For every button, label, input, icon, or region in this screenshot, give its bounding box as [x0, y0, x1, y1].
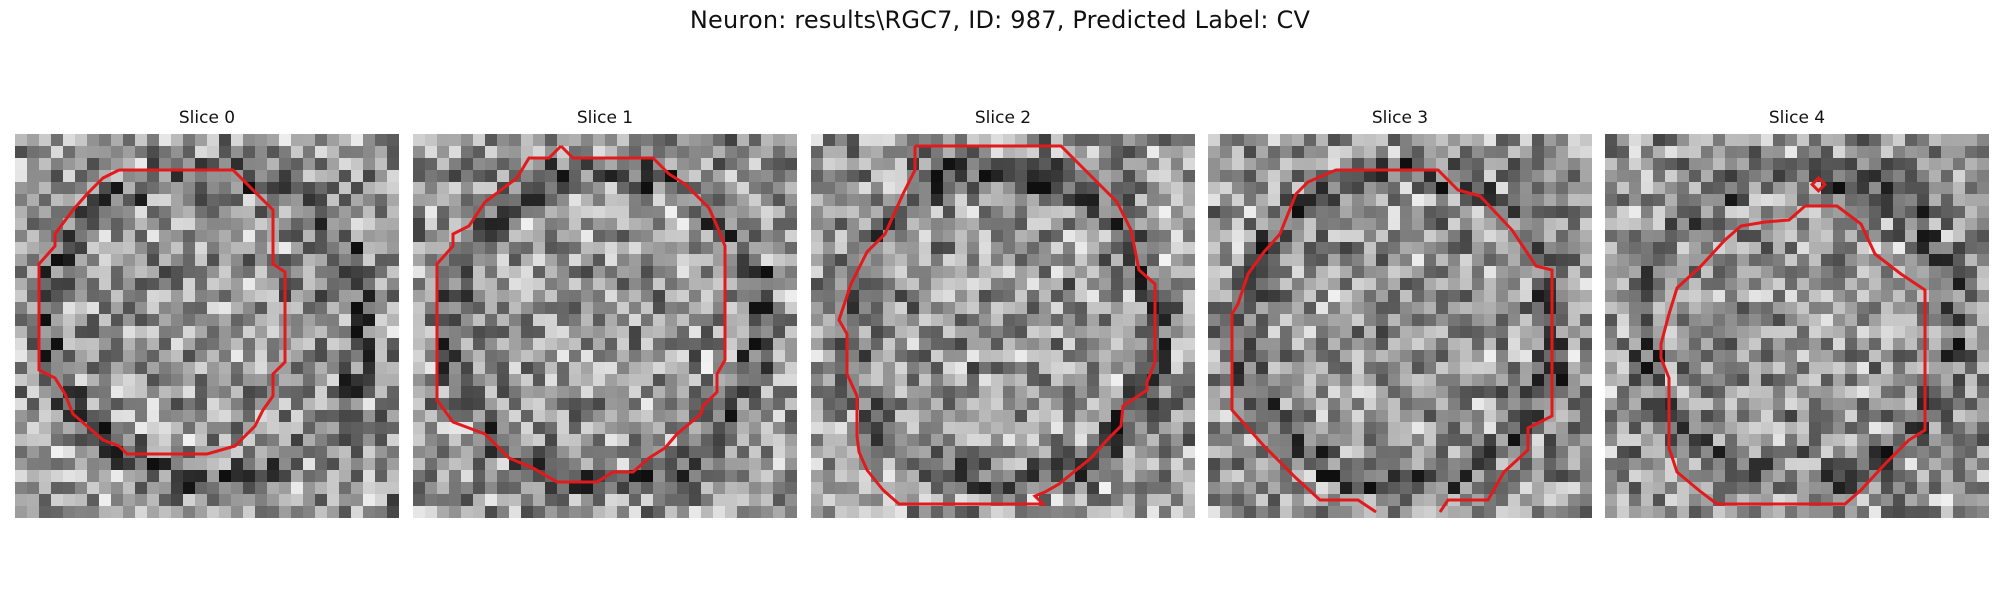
slice-panel-1: Slice 1: [413, 108, 797, 520]
slice-title-4: Slice 4: [1768, 108, 1826, 128]
grayscale-pixel-grid: [413, 134, 797, 518]
slice-panel-3: Slice 3: [1208, 108, 1592, 520]
slice-title-3: Slice 3: [1371, 108, 1429, 128]
segmentation-contour: [435, 144, 727, 484]
slice-image-1: [413, 134, 797, 518]
slice-panel-2: Slice 2: [811, 108, 1195, 520]
grayscale-pixel-grid: [811, 134, 1195, 518]
slice-title-0: Slice 0: [178, 108, 236, 128]
slice-image-0: [15, 134, 399, 518]
grayscale-pixel-grid: [1208, 134, 1592, 518]
slice-image-3: [1208, 134, 1592, 518]
segmentation-contour: [837, 144, 1157, 506]
slice-title-2: Slice 2: [974, 108, 1032, 128]
segmentation-contour: [1230, 168, 1554, 514]
slice-panel-4: Slice 4: [1605, 108, 1989, 520]
contour-marker: [1810, 176, 1827, 193]
grayscale-pixel-grid: [1605, 134, 1989, 518]
slice-image-2: [811, 134, 1195, 518]
segmentation-contour: [1659, 204, 1927, 506]
grayscale-pixel-grid: [15, 134, 399, 518]
slice-image-4: [1605, 134, 1989, 518]
figure-title: Neuron: results\RGC7, ID: 987, Predicted…: [689, 6, 1311, 34]
slice-panel-0: Slice 0: [15, 108, 399, 520]
slice-title-1: Slice 1: [576, 108, 634, 128]
segmentation-contour: [37, 168, 287, 456]
